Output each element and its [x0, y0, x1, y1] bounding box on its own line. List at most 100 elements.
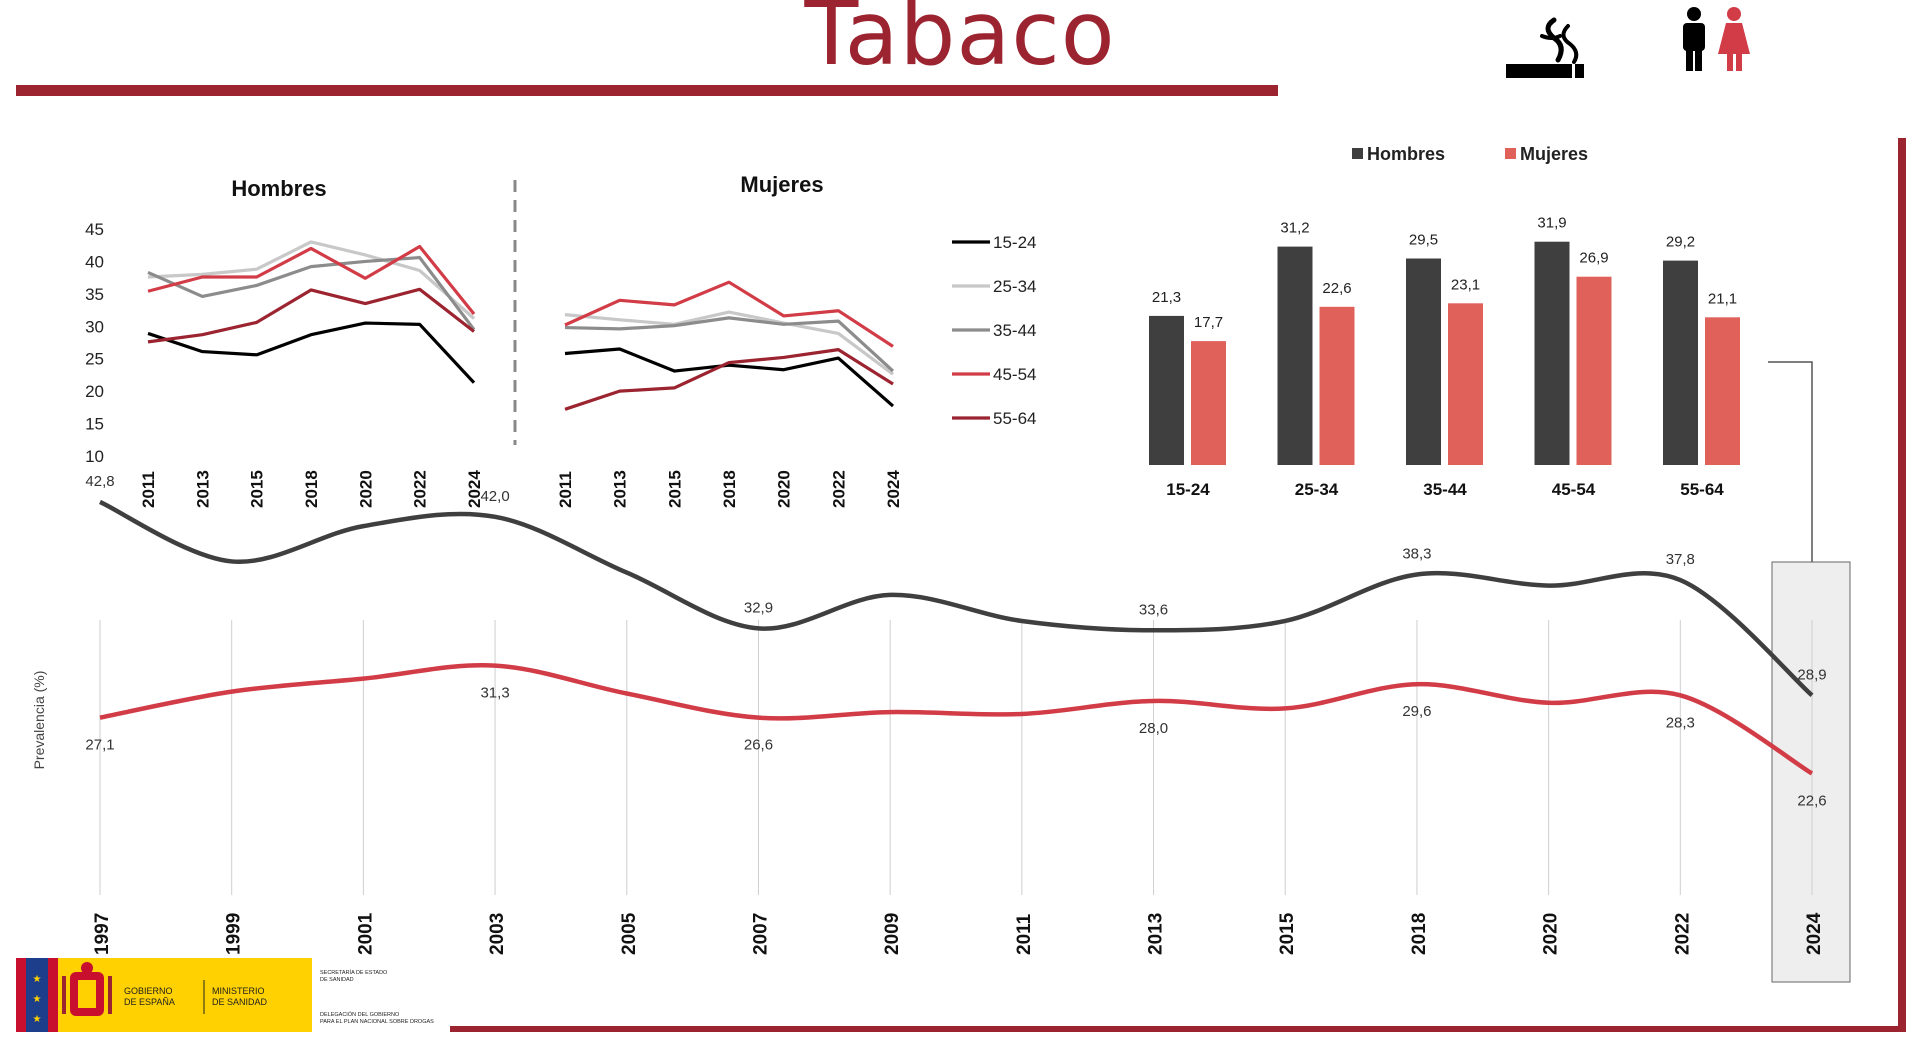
logo-secretaria-2: DE SANIDAD [320, 977, 354, 983]
x-tick-label: 2024 [1804, 912, 1825, 955]
x-tick-label: 2013 [1146, 913, 1167, 955]
bar-mujeres [1448, 303, 1483, 465]
x-tick-label: 2022 [411, 470, 430, 508]
x-tick-label: 2007 [750, 913, 771, 955]
page-title: Tabaco [804, 0, 1116, 85]
bar-hombres [1406, 258, 1441, 465]
series-line-45-54 [564, 280, 894, 348]
series-line-45-54 [147, 244, 476, 315]
bar-category-label: 35-44 [1423, 480, 1467, 499]
trend-value-label: 28,9 [1797, 666, 1826, 683]
trend-value-label: 38,3 [1402, 545, 1431, 562]
x-tick-label: 2018 [720, 470, 739, 508]
svg-text:★: ★ [33, 994, 42, 1005]
logo-secretaria-1: SECRETARÍA DE ESTADO [320, 969, 388, 976]
x-tick-label: 2024 [465, 470, 484, 508]
y-tick-label: 25 [85, 350, 104, 369]
y-tick-label: 10 [85, 447, 104, 466]
bar-value-label: 23,1 [1451, 276, 1480, 293]
legend-label: 45-54 [993, 365, 1036, 384]
x-tick-label: 2011 [556, 471, 575, 508]
bar-category-label: 55-64 [1680, 480, 1724, 499]
bar-value-label: 29,5 [1409, 232, 1438, 249]
age-legend: 15-24 25-34 35-44 45-54 55-64 [952, 233, 1036, 428]
small-multiples-y-axis: 10 15 20 25 30 35 40 45 [85, 220, 104, 466]
y-tick-label: 45 [85, 220, 104, 239]
trend-value-label: 33,6 [1139, 601, 1168, 618]
x-tick-label: 1999 [224, 913, 245, 955]
y-tick-label: 40 [85, 252, 104, 271]
bar-value-label: 31,9 [1537, 215, 1566, 232]
x-tick-label: 2018 [1409, 913, 1430, 955]
legend-label: 15-24 [993, 233, 1036, 252]
bar-mujeres [1576, 276, 1612, 465]
man-icon [1683, 7, 1705, 71]
svg-text:★: ★ [33, 974, 42, 985]
chart-title-hombres: Hombres [231, 176, 326, 201]
title-underline [16, 85, 1278, 96]
x-tick-label: 2020 [356, 470, 375, 508]
frame-right-border [1898, 138, 1906, 1032]
bar-category-label: 25-34 [1295, 480, 1339, 499]
bar-value-label: 26,9 [1579, 250, 1608, 267]
y-tick-label: 15 [85, 415, 104, 434]
mujeres-line-chart: 2011 2013 2015 2018 2020 2022 2024 [556, 280, 903, 508]
frame-bottom-border [450, 1026, 1906, 1032]
trend-value-label: 26,6 [744, 737, 773, 754]
svg-text:★: ★ [33, 1014, 42, 1025]
series-line-55-64 [564, 348, 894, 411]
y-tick-label: 35 [85, 285, 104, 304]
bar-value-label: 17,7 [1194, 314, 1223, 331]
bar-value-label: 22,6 [1322, 280, 1351, 297]
trend-value-label: 37,8 [1666, 551, 1695, 568]
legend-label: 25-34 [993, 277, 1036, 296]
series-line-35-44 [147, 255, 476, 331]
connector-line [1768, 361, 1813, 562]
legend-label: 55-64 [993, 409, 1036, 428]
x-tick-label: 2018 [302, 470, 321, 508]
legend-swatch [1352, 148, 1363, 159]
x-tick-label: 2015 [248, 470, 267, 508]
hombres-line-chart: 2011 2013 2015 2018 2020 2022 2024 [139, 240, 484, 508]
x-tick-label: 2009 [882, 913, 903, 955]
bar-hombres [1277, 246, 1313, 465]
trend-line-hombres [99, 499, 1814, 698]
trend-line-mujeres [99, 663, 1814, 776]
x-tick-label: 2003 [487, 913, 508, 955]
bar-category-label: 45-54 [1552, 480, 1596, 499]
trend-y-axis-label: Prevalencia (%) [31, 671, 47, 770]
logo-ministerio-2: DE SANIDAD [212, 997, 268, 1007]
government-logo: ★ ★ ★ GOBIERNO DE ESPAÑA MINISTERIO DE S… [16, 958, 448, 1032]
x-tick-label: 2020 [1541, 913, 1562, 955]
smoking-icon [1506, 17, 1584, 78]
trend-value-label: 31,3 [480, 685, 509, 702]
coat-of-arms-icon [62, 962, 112, 1016]
series-line-25-34 [564, 310, 894, 376]
trend-value-label: 28,0 [1139, 720, 1168, 737]
trend-line-chart: 1997 1999 2001 2003 2005 2007 2009 2011 2013 2015… [85, 473, 1826, 955]
logo-delegacion-1: DELEGACIÓN DEL GOBIERNO [320, 1011, 400, 1018]
x-tick-label: 2022 [1672, 913, 1693, 955]
series-line-25-34 [147, 240, 476, 320]
bar-value-label: 29,2 [1666, 234, 1695, 251]
bar-value-label: 31,2 [1280, 220, 1309, 237]
x-tick-label: 2013 [193, 470, 212, 508]
x-tick-label: 2015 [1277, 912, 1298, 955]
x-tick-label: 2011 [1014, 913, 1035, 955]
bar-category-label: 15-24 [1166, 480, 1210, 499]
logo-delegacion-2: PARA EL PLAN NACIONAL SOBRE DROGAS [320, 1019, 434, 1025]
woman-icon [1718, 7, 1750, 71]
y-tick-label: 20 [85, 382, 104, 401]
bar-hombres [1149, 315, 1184, 465]
trend-value-label: 42,0 [480, 488, 509, 505]
age-bar-chart: Hombres Mujeres 21,3 17,7 15-24 31,2 22,6 25-34… [1149, 144, 1740, 499]
series-line-15-24 [564, 347, 895, 408]
bar-mujeres [1319, 306, 1355, 465]
chart-title-mujeres: Mujeres [740, 172, 823, 197]
trend-value-label: 28,3 [1666, 714, 1695, 731]
bar-hombres [1663, 260, 1698, 465]
trend-value-label: 29,6 [1402, 703, 1431, 720]
x-tick-label: 2020 [775, 470, 794, 508]
series-line-35-44 [564, 316, 895, 373]
